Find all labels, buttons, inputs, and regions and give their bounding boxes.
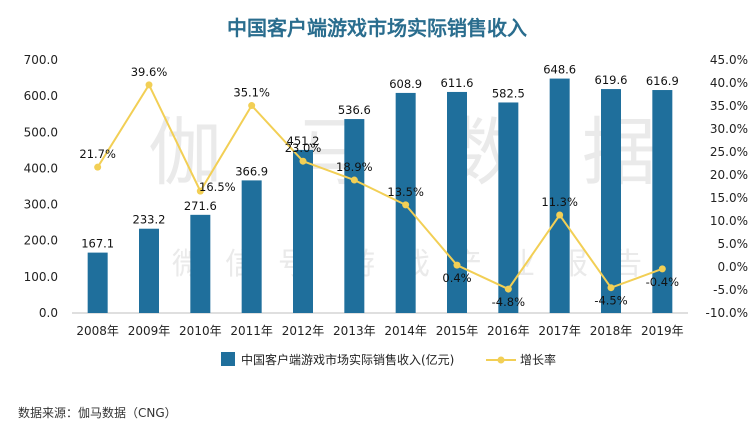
left-tick-label: 600.0 (24, 89, 58, 103)
right-tick-label: -10.0% (706, 306, 748, 320)
growth-point (607, 284, 615, 292)
left-tick-label: 0.0 (39, 306, 58, 320)
left-tick-label: 200.0 (24, 234, 58, 248)
bar-value-label: 451.2 (287, 134, 320, 148)
chart-title: 中国客户端游戏市场实际销售收入 (227, 16, 527, 40)
x-tick-label: 2019年 (641, 324, 684, 338)
growth-point (248, 102, 256, 110)
growth-point (299, 157, 307, 165)
right-tick-label: 40.0% (710, 76, 748, 90)
growth-value-label: 0.4% (442, 271, 471, 285)
growth-value-label: 23.0% (285, 141, 322, 155)
x-tick-label: 2017年 (538, 324, 581, 338)
growth-point (196, 187, 204, 195)
bar (139, 228, 159, 313)
growth-value-label: 13.5% (387, 185, 424, 199)
x-tick-label: 2008年 (76, 324, 119, 338)
growth-value-labels: 21.7% 39.6% 16.5% 35.1% 23.0% 18.9% 13.5% 0.4% -… (79, 65, 679, 309)
x-tick-label: 2010年 (179, 324, 222, 338)
bar-value-label: 536.6 (338, 103, 371, 117)
x-tick-label: 2018年 (590, 324, 633, 338)
bar-value-label: 608.9 (389, 77, 422, 91)
left-tick-label: 700.0 (24, 53, 58, 67)
legend-bar-swatch (221, 352, 235, 366)
legend: 中国客户端游戏市场实际销售收入(亿元) 增长率 (221, 352, 556, 367)
legend-bar-label: 中国客户端游戏市场实际销售收入(亿元) (241, 352, 454, 367)
bar (447, 91, 467, 313)
growth-point (402, 201, 410, 209)
left-y-axis: 0.0 100.0 200.0 300.0 400.0 500.0 600.0 700.0 (24, 53, 58, 320)
right-tick-label: 45.0% (710, 53, 748, 67)
left-tick-label: 100.0 (24, 270, 58, 284)
bar-value-label: 611.6 (441, 76, 474, 90)
growth-value-label: 11.3% (541, 195, 578, 209)
growth-value-label: 18.9% (336, 160, 373, 174)
right-tick-label: 20.0% (710, 168, 748, 182)
left-tick-label: 400.0 (24, 161, 58, 175)
bar-value-label: 648.6 (543, 63, 576, 77)
growth-value-label: 35.1% (233, 86, 270, 100)
right-tick-label: 5.0% (718, 237, 749, 251)
growth-value-label: 16.5% (199, 180, 236, 194)
right-y-axis: -10.0% -5.0% 0.0% 5.0% 10.0% 15.0% 20.0% 25.0% 3… (706, 53, 748, 320)
growth-point (504, 285, 512, 293)
x-tick-label: 2011年 (230, 324, 273, 338)
bar-value-label: 233.2 (133, 213, 166, 227)
growth-point (94, 163, 102, 171)
bar-value-label: 619.6 (595, 73, 628, 87)
x-tick-label: 2009年 (128, 324, 171, 338)
right-tick-label: 35.0% (710, 99, 748, 113)
bar-value-label: 366.9 (235, 164, 268, 178)
growth-value-label: -4.8% (492, 295, 525, 309)
bar-value-label: 582.5 (492, 86, 525, 100)
left-tick-label: 300.0 (24, 198, 58, 212)
x-tick-label: 2012年 (282, 324, 325, 338)
growth-point (556, 211, 564, 219)
left-tick-label: 500.0 (24, 125, 58, 139)
watermark-char: 伽 (148, 110, 222, 196)
growth-point (350, 176, 358, 184)
growth-point (658, 265, 666, 273)
bar-value-labels: 167.1 233.2 271.6 366.9 451.2 536.6 608.9 611.6… (81, 63, 679, 251)
bar (344, 119, 365, 313)
bar-value-label: 271.6 (184, 199, 217, 213)
bar (601, 89, 621, 313)
growth-point (453, 261, 461, 269)
growth-point (145, 81, 153, 89)
right-tick-label: 10.0% (710, 214, 748, 228)
bar (498, 102, 519, 313)
bar (293, 149, 313, 313)
growth-line-series (94, 81, 666, 293)
source-note: 数据来源：伽马数据（CNG） (18, 406, 177, 420)
bar (241, 180, 262, 313)
right-tick-label: 30.0% (710, 122, 748, 136)
bar-value-label: 167.1 (81, 237, 114, 251)
right-tick-label: -5.0% (713, 283, 748, 297)
growth-line (96, 82, 663, 291)
x-tick-label: 2016年 (487, 324, 530, 338)
growth-value-label: -0.4% (646, 275, 679, 289)
x-tick-label: 2014年 (384, 324, 427, 338)
bar-value-label: 616.9 (646, 74, 679, 88)
legend-line-marker (497, 356, 505, 364)
x-tick-label: 2015年 (436, 324, 479, 338)
x-tick-label: 2013年 (333, 324, 376, 338)
bar (652, 90, 673, 313)
legend-line-label: 增长率 (520, 352, 556, 367)
bar (190, 214, 211, 313)
growth-value-label: 39.6% (131, 65, 168, 79)
growth-value-label: -4.5% (594, 294, 627, 308)
right-tick-label: 15.0% (710, 191, 748, 205)
x-axis: 2008年 2009年 2010年 2011年 2012年 2013年 2014年 2015年… (72, 312, 688, 338)
bar-series (87, 78, 673, 314)
right-tick-label: 0.0% (718, 260, 749, 274)
bar (549, 78, 570, 314)
right-tick-label: 25.0% (710, 145, 748, 159)
growth-value-label: 21.7% (79, 147, 116, 161)
bar (87, 252, 108, 313)
